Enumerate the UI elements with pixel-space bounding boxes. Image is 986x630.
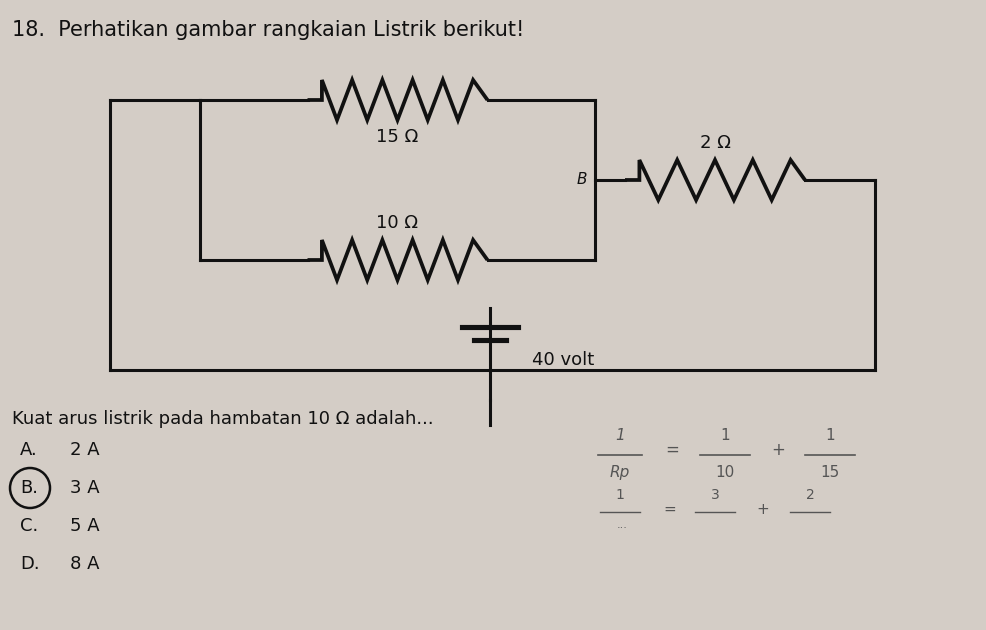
Text: 1: 1 <box>824 428 834 443</box>
Text: Kuat arus listrik pada hambatan 10 Ω adalah...: Kuat arus listrik pada hambatan 10 Ω ada… <box>12 410 433 428</box>
Text: 1: 1 <box>720 428 729 443</box>
Text: 2: 2 <box>805 488 813 502</box>
Text: 5 A: 5 A <box>70 517 100 535</box>
Text: =: = <box>665 441 678 459</box>
Text: 3 A: 3 A <box>70 479 100 497</box>
Text: 10: 10 <box>715 465 734 480</box>
Text: B.: B. <box>20 479 38 497</box>
Text: 2 Ω: 2 Ω <box>699 134 730 152</box>
Text: 8 A: 8 A <box>70 555 100 573</box>
Text: ...: ... <box>616 520 627 530</box>
Text: B: B <box>576 173 587 188</box>
Text: 1: 1 <box>615 488 624 502</box>
Text: A.: A. <box>20 441 37 459</box>
Text: 18.  Perhatikan gambar rangkaian Listrik berikut!: 18. Perhatikan gambar rangkaian Listrik … <box>12 20 524 40</box>
Text: 3: 3 <box>710 488 719 502</box>
Text: =: = <box>663 501 675 517</box>
Text: 40 volt: 40 volt <box>531 351 594 369</box>
Text: D.: D. <box>20 555 39 573</box>
Text: 15 Ω: 15 Ω <box>376 128 418 146</box>
Text: Rp: Rp <box>609 465 629 480</box>
Text: 1: 1 <box>614 428 624 443</box>
Text: 2 A: 2 A <box>70 441 100 459</box>
Text: C.: C. <box>20 517 38 535</box>
Text: 10 Ω: 10 Ω <box>376 214 418 232</box>
Text: 15: 15 <box>819 465 839 480</box>
Text: +: + <box>756 501 769 517</box>
Text: +: + <box>770 441 784 459</box>
